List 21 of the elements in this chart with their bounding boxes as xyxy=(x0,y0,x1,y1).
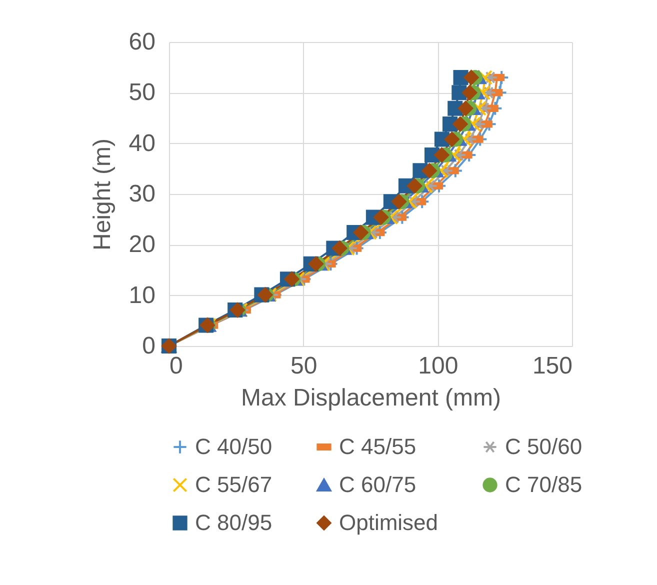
y-tick-label: 60 xyxy=(128,28,156,56)
y-tick-label: 10 xyxy=(128,282,156,309)
y-tick-label: 30 xyxy=(128,180,156,208)
legend-label: C 45/55 xyxy=(339,434,416,459)
legend-label: C 60/75 xyxy=(339,472,416,497)
legend-label: Optimised xyxy=(339,510,438,535)
legend-label: C 70/85 xyxy=(505,472,582,497)
x-tick-label: 50 xyxy=(290,352,318,380)
legend-label: C 55/67 xyxy=(195,472,272,497)
y-axis-title: Height (m) xyxy=(88,138,116,251)
y-tick-label: 20 xyxy=(128,231,156,258)
x-tick-label: 0 xyxy=(170,352,183,380)
legend-label: C 50/60 xyxy=(505,434,582,459)
y-tick-label: 40 xyxy=(128,130,156,157)
x-tick-label: 150 xyxy=(532,352,572,380)
x-tick-label: 100 xyxy=(418,352,458,380)
legend-label: C 40/50 xyxy=(195,434,272,459)
x-axis-title: Max Displacement (mm) xyxy=(240,384,502,412)
legend-label: C 80/95 xyxy=(195,510,272,535)
y-tick-label: 0 xyxy=(142,332,156,360)
y-tick-label: 50 xyxy=(128,79,156,106)
